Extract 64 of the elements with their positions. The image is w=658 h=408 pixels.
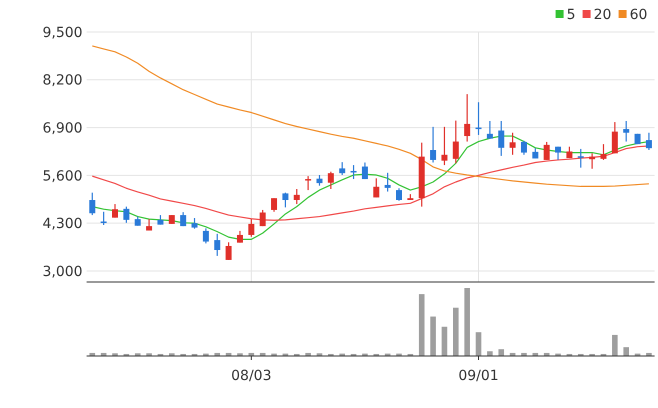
candlestick	[510, 132, 516, 156]
line-series	[92, 45, 650, 188]
candlestick	[532, 148, 538, 160]
candlestick	[123, 206, 130, 224]
candlestick	[305, 176, 312, 191]
candlestick	[226, 242, 232, 261]
candlestick	[339, 162, 346, 176]
candlestick	[100, 211, 107, 226]
candlestick	[430, 126, 436, 164]
candlestick	[623, 120, 630, 142]
candlestick	[486, 120, 493, 140]
candlestick	[373, 178, 380, 198]
bar	[430, 316, 436, 356]
candlestick	[248, 218, 254, 238]
candlestick	[350, 164, 357, 180]
x-tick-label: 09/01	[458, 368, 499, 384]
x-tick-label: 08/03	[231, 368, 272, 384]
candlestick	[202, 228, 209, 244]
candlestick	[316, 174, 322, 186]
candlestick	[192, 217, 198, 230]
y-tick-label: 4,300	[42, 216, 83, 232]
candlestick	[520, 140, 527, 156]
candlestick	[180, 212, 186, 227]
candlestick	[600, 144, 606, 161]
candlestick	[384, 172, 391, 192]
bar	[623, 347, 629, 356]
candlestick	[464, 94, 470, 142]
y-tick-label: 5,600	[42, 168, 83, 184]
legend-label: 60	[630, 6, 648, 23]
candlestick	[89, 192, 96, 216]
candlestick	[441, 126, 448, 166]
candlestick	[271, 198, 278, 212]
candlestick	[646, 132, 652, 151]
candlestick	[362, 162, 368, 180]
candlestick	[476, 102, 482, 136]
candlestick	[452, 120, 459, 164]
bar	[453, 308, 459, 356]
candlestick	[612, 121, 618, 154]
y-tick-label: 8,200	[42, 72, 83, 89]
candlestick	[498, 120, 504, 156]
candlestick	[578, 148, 584, 168]
candlestick	[328, 171, 334, 190]
y-tick-label: 9,500	[42, 24, 83, 41]
legend-label: 5	[566, 6, 576, 23]
bar	[612, 334, 618, 356]
bar	[498, 349, 504, 356]
y-tick-label: 6,900	[42, 120, 83, 136]
candlestick	[260, 209, 266, 227]
bar	[476, 332, 482, 356]
candlestick	[214, 233, 220, 256]
candlestick	[294, 188, 300, 205]
candlestick	[282, 192, 288, 208]
candlestick	[134, 216, 141, 226]
candlestick	[112, 203, 118, 218]
bar	[487, 351, 493, 356]
candlestick	[396, 188, 402, 202]
bar	[464, 288, 470, 356]
bar	[418, 294, 425, 356]
y-tick-label: 3,000	[42, 264, 83, 280]
candlestick	[589, 152, 596, 170]
candlestick	[555, 146, 562, 161]
bar	[442, 326, 448, 356]
legend-label: 20	[594, 6, 612, 23]
candlestick	[544, 141, 550, 161]
